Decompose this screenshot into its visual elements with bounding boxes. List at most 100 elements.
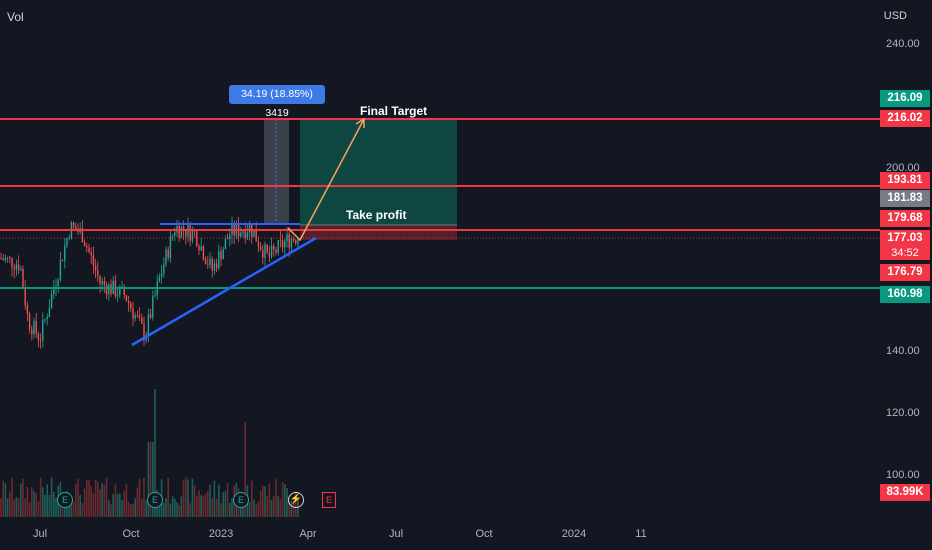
price-tag: 216.02 xyxy=(880,110,930,127)
candle-body xyxy=(163,264,165,274)
candle-body xyxy=(207,263,209,265)
volume-bar xyxy=(281,482,284,517)
volume-bar xyxy=(79,494,81,517)
candle-body xyxy=(83,242,86,247)
candle-body xyxy=(11,257,13,268)
volume-bar xyxy=(218,484,220,517)
candle-body xyxy=(209,258,211,265)
volume-bar xyxy=(207,490,209,517)
bar-countdown: 34:52 xyxy=(880,247,930,260)
final-target-label[interactable]: Final Target xyxy=(360,104,428,118)
volume-bar xyxy=(176,502,178,517)
volume-bar xyxy=(105,477,108,517)
volume-bar xyxy=(257,501,260,517)
volume-bar xyxy=(279,499,282,517)
candle-body xyxy=(292,238,295,241)
candle-body xyxy=(174,232,176,236)
volume-bar xyxy=(50,477,53,517)
volume-bar xyxy=(0,498,2,517)
candle-body xyxy=(182,226,185,231)
volume-bar xyxy=(255,504,257,517)
candle-body xyxy=(4,258,7,261)
volume-bar xyxy=(88,479,90,517)
candle-body xyxy=(121,286,123,288)
volume-bar xyxy=(226,482,229,517)
volume-bar xyxy=(68,496,70,517)
volume-bar xyxy=(9,491,11,517)
candle-body xyxy=(171,235,174,237)
candle-body xyxy=(295,240,297,244)
candle-body xyxy=(57,279,59,287)
candle-body xyxy=(191,229,194,241)
candle-body xyxy=(200,246,202,251)
candle-body xyxy=(297,239,299,244)
volume-bar xyxy=(114,484,117,517)
candle-body xyxy=(99,275,101,284)
candle-body xyxy=(185,230,187,237)
candle-body xyxy=(224,238,227,250)
earnings-icon[interactable]: E xyxy=(147,492,163,508)
currency-label[interactable]: USD xyxy=(883,10,907,22)
candle-body xyxy=(75,226,77,231)
candle-body xyxy=(86,246,88,248)
candle-body xyxy=(268,252,271,257)
candle-body xyxy=(101,281,103,284)
candle-body xyxy=(110,284,112,294)
volume-bar xyxy=(284,483,286,517)
candle-body xyxy=(281,240,284,248)
dividend-icon[interactable]: ⚡ xyxy=(288,492,304,508)
earnings-icon[interactable]: E xyxy=(233,492,249,508)
volume-bar xyxy=(248,502,251,517)
volume-bar xyxy=(11,477,13,517)
candle-body xyxy=(42,320,44,341)
time-tick: 2024 xyxy=(561,528,587,540)
volume-bar xyxy=(253,499,255,517)
candle-body xyxy=(53,288,55,294)
volume-bar xyxy=(55,497,57,517)
volume-bar xyxy=(286,488,288,517)
volume-bar xyxy=(193,485,196,517)
volume-bar xyxy=(24,498,26,517)
candle-body xyxy=(167,249,169,258)
trend-line xyxy=(131,236,317,347)
measure-label[interactable]: 34.19 (18.85%) 3419 xyxy=(229,85,325,119)
candle-body xyxy=(290,238,293,248)
candle-body xyxy=(143,323,145,341)
candle-body xyxy=(33,320,35,335)
upcoming-earnings-icon[interactable]: E xyxy=(322,492,336,508)
time-tick: Oct xyxy=(122,528,140,540)
candle-body xyxy=(178,226,180,238)
price-tick: 200.00 xyxy=(886,162,920,174)
candle-body xyxy=(189,224,191,241)
volume-bar xyxy=(123,490,125,517)
volume-bar xyxy=(22,479,24,517)
candle-body xyxy=(284,241,286,248)
volume-bar xyxy=(17,498,20,517)
price-tag: 160.98 xyxy=(880,286,930,303)
earnings-icon[interactable]: E xyxy=(57,492,73,508)
candle-body xyxy=(202,246,205,260)
volume-bar xyxy=(99,489,101,517)
candle-body xyxy=(59,259,62,280)
candle-body xyxy=(253,231,255,237)
candle-body xyxy=(92,255,95,266)
take-profit-label[interactable]: Take profit xyxy=(346,208,407,222)
drawings xyxy=(0,117,880,347)
volume-bar xyxy=(70,504,73,517)
candle-body xyxy=(196,231,198,247)
volume-bar xyxy=(182,480,185,517)
volume-bar xyxy=(147,442,150,517)
volume-bar xyxy=(20,483,22,517)
candle-body xyxy=(154,295,156,297)
volume-bar xyxy=(185,477,187,517)
volume-bar xyxy=(112,494,114,517)
price-tick: 140.00 xyxy=(886,345,920,357)
volume-bar xyxy=(275,479,277,517)
volume-bar xyxy=(2,480,4,517)
candle-body xyxy=(44,318,46,321)
volume-bar xyxy=(198,490,200,517)
candlesticks xyxy=(0,216,299,349)
candle-body xyxy=(147,314,150,335)
volume-bar xyxy=(251,480,253,517)
